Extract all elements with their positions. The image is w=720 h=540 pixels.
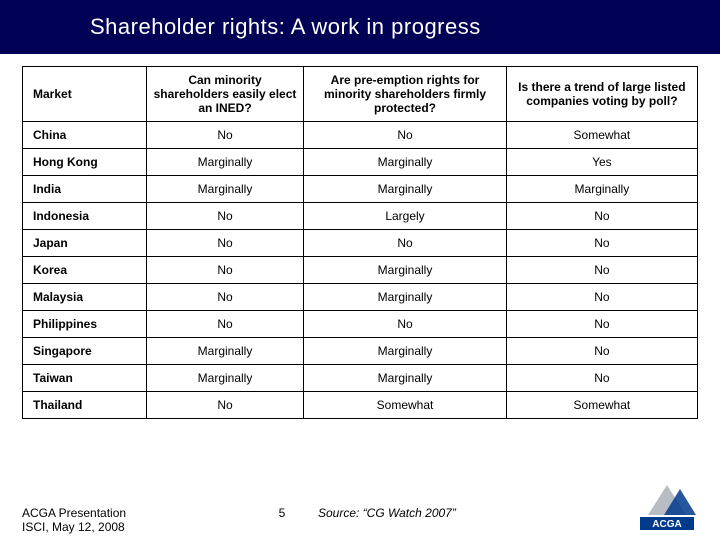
header-q3: Is there a trend of large listed compani… <box>506 67 697 122</box>
cell-q3: No <box>506 311 697 338</box>
table-row: Hong KongMarginallyMarginallyYes <box>23 149 698 176</box>
cell-q3: No <box>506 365 697 392</box>
cell-q3: Yes <box>506 149 697 176</box>
table-body: ChinaNoNoSomewhatHong KongMarginallyMarg… <box>23 122 698 419</box>
cell-market: Singapore <box>23 338 147 365</box>
cell-q1: No <box>146 203 304 230</box>
cell-q1: No <box>146 230 304 257</box>
footer-presentation-info: ACGA Presentation ISCI, May 12, 2008 <box>22 506 252 534</box>
cell-market: Philippines <box>23 311 147 338</box>
cell-q3: No <box>506 284 697 311</box>
table-row: TaiwanMarginallyMarginallyNo <box>23 365 698 392</box>
cell-market: Japan <box>23 230 147 257</box>
slide-title: Shareholder rights: A work in progress <box>0 0 720 54</box>
footer-source: Source: “CG Watch 2007” <box>312 506 628 534</box>
table-row: KoreaNoMarginallyNo <box>23 257 698 284</box>
cell-q2: No <box>304 230 507 257</box>
cell-q1: Marginally <box>146 365 304 392</box>
cell-q1: No <box>146 122 304 149</box>
cell-q1: No <box>146 257 304 284</box>
acga-logo: ACGA <box>628 485 698 534</box>
table-header-row: Market Can minority shareholders easily … <box>23 67 698 122</box>
cell-market: Thailand <box>23 392 147 419</box>
cell-q2: Marginally <box>304 338 507 365</box>
cell-q3: No <box>506 257 697 284</box>
cell-q2: Marginally <box>304 284 507 311</box>
cell-market: Malaysia <box>23 284 147 311</box>
table-row: IndonesiaNoLargelyNo <box>23 203 698 230</box>
cell-q2: Somewhat <box>304 392 507 419</box>
page-number: 5 <box>252 506 312 534</box>
cell-q2: Marginally <box>304 257 507 284</box>
header-q1: Can minority shareholders easily elect a… <box>146 67 304 122</box>
table-row: MalaysiaNoMarginallyNo <box>23 284 698 311</box>
cell-q2: Largely <box>304 203 507 230</box>
header-market: Market <box>23 67 147 122</box>
cell-q3: No <box>506 203 697 230</box>
cell-q2: No <box>304 311 507 338</box>
cell-q2: No <box>304 122 507 149</box>
cell-q1: Marginally <box>146 176 304 203</box>
table-row: IndiaMarginallyMarginallyMarginally <box>23 176 698 203</box>
cell-q1: No <box>146 311 304 338</box>
cell-q1: No <box>146 284 304 311</box>
cell-q3: Somewhat <box>506 122 697 149</box>
header-q2: Are pre-emption rights for minority shar… <box>304 67 507 122</box>
cell-market: Taiwan <box>23 365 147 392</box>
cell-market: India <box>23 176 147 203</box>
cell-q1: Marginally <box>146 149 304 176</box>
cell-q3: No <box>506 338 697 365</box>
footer-line2: ISCI, May 12, 2008 <box>22 520 252 534</box>
table-row: JapanNoNoNo <box>23 230 698 257</box>
slide-footer: ACGA Presentation ISCI, May 12, 2008 5 S… <box>0 485 720 534</box>
cell-market: Hong Kong <box>23 149 147 176</box>
cell-market: China <box>23 122 147 149</box>
cell-q3: Marginally <box>506 176 697 203</box>
table-row: ChinaNoNoSomewhat <box>23 122 698 149</box>
cell-q3: Somewhat <box>506 392 697 419</box>
cell-q2: Marginally <box>304 149 507 176</box>
cell-q2: Marginally <box>304 365 507 392</box>
cell-market: Indonesia <box>23 203 147 230</box>
cell-q3: No <box>506 230 697 257</box>
table-row: SingaporeMarginallyMarginallyNo <box>23 338 698 365</box>
table-container: Market Can minority shareholders easily … <box>0 54 720 423</box>
footer-line1: ACGA Presentation <box>22 506 252 520</box>
table-row: ThailandNoSomewhatSomewhat <box>23 392 698 419</box>
table-row: PhilippinesNoNoNo <box>23 311 698 338</box>
cell-market: Korea <box>23 257 147 284</box>
logo-text: ACGA <box>652 519 681 530</box>
cell-q2: Marginally <box>304 176 507 203</box>
shareholder-rights-table: Market Can minority shareholders easily … <box>22 66 698 419</box>
cell-q1: No <box>146 392 304 419</box>
cell-q1: Marginally <box>146 338 304 365</box>
